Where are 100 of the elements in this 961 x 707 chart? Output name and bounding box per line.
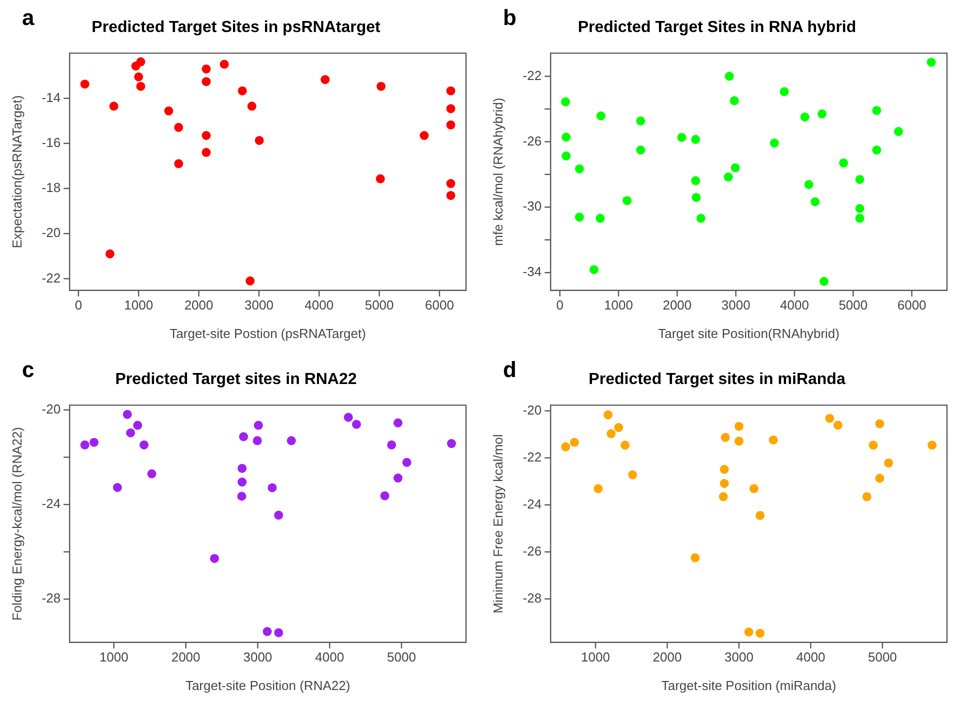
point	[734, 422, 744, 431]
point	[380, 491, 390, 500]
point	[574, 164, 584, 174]
text: c	[22, 357, 34, 382]
point	[376, 174, 385, 184]
point	[800, 112, 810, 122]
y-axis-title: Expectation(psRNATarget)	[9, 95, 24, 248]
point	[872, 106, 882, 115]
x-axis-title: Target-site Postion (psRNATarget)	[170, 326, 366, 341]
y-axis-title: Minimum Free Energy kcal/mol	[490, 434, 506, 614]
chart-title: Predicted Target sites in miRanda	[588, 371, 846, 388]
x-tick-label: 0	[556, 297, 564, 312]
point	[387, 440, 396, 450]
point	[894, 127, 903, 136]
point	[730, 163, 740, 172]
y-axis-title: mfe kcal/mol (RNAhybrid)	[490, 98, 506, 246]
point	[730, 96, 739, 106]
point	[691, 176, 700, 186]
point	[174, 122, 184, 132]
point	[622, 196, 632, 206]
x-tick-label: 3000	[721, 297, 750, 312]
x-tick-label: 5000	[868, 649, 897, 664]
point	[420, 131, 429, 140]
x-tick-label: 3000	[724, 649, 754, 664]
x-axis-title: Target-site Position (miRanda)	[661, 678, 836, 693]
chart-title: Predicted Target Sites in psRNAtarget	[92, 19, 381, 36]
point	[446, 86, 456, 96]
point	[136, 57, 146, 66]
point	[720, 478, 729, 488]
x-tick-label: 6000	[425, 297, 454, 312]
point	[80, 80, 90, 89]
point	[884, 458, 894, 468]
x-tick-label: 5000	[387, 649, 416, 664]
point	[262, 627, 272, 636]
point	[247, 102, 256, 111]
point	[594, 484, 603, 494]
point	[768, 435, 778, 444]
y-tick-label: -28	[522, 590, 542, 606]
point	[393, 474, 402, 483]
point	[636, 146, 646, 155]
point	[238, 464, 247, 473]
point	[90, 438, 99, 447]
point	[690, 553, 700, 562]
point	[286, 436, 296, 446]
point	[562, 151, 571, 160]
point	[780, 87, 789, 96]
y-tick-label: -34	[522, 264, 542, 280]
point	[140, 440, 149, 450]
point	[734, 436, 744, 446]
point	[237, 492, 246, 501]
point	[239, 432, 248, 442]
point	[875, 474, 884, 483]
x-tick-label: 1000	[581, 649, 610, 664]
point	[274, 628, 284, 638]
point	[825, 414, 834, 423]
point	[136, 82, 146, 91]
point	[202, 77, 211, 86]
point	[862, 492, 872, 502]
point	[109, 102, 118, 111]
point	[855, 174, 864, 184]
x-tick-label: 3000	[243, 649, 272, 664]
y-tick-label: -24	[42, 496, 61, 512]
x-tick-label: 2000	[171, 649, 200, 664]
point	[636, 116, 646, 126]
point	[926, 58, 936, 67]
point	[570, 438, 579, 447]
point	[252, 436, 262, 446]
y-tick-label: -14	[42, 90, 61, 105]
y-tick-label: -28	[42, 590, 61, 606]
point	[855, 204, 864, 213]
y-tick-label: -30	[522, 198, 542, 214]
point	[561, 442, 570, 452]
point	[112, 483, 122, 492]
point	[320, 75, 330, 84]
point	[696, 214, 706, 223]
point	[628, 470, 638, 480]
chart-title: Predicted Target sites in RNA22	[115, 371, 357, 388]
point	[220, 60, 229, 69]
point	[164, 106, 174, 116]
x-tick-label: 1000	[99, 649, 128, 664]
x-tick-label: 4000	[780, 297, 809, 312]
x-tick-label: 2000	[652, 649, 682, 664]
point	[574, 212, 584, 222]
y-tick-label: -26	[522, 543, 542, 558]
y-axis-title: Folding Energy-kcal/mol (RNA22)	[9, 426, 24, 621]
point	[596, 214, 605, 223]
point	[561, 97, 570, 106]
point	[446, 190, 456, 200]
point	[446, 179, 456, 188]
x-tick-label: 1000	[124, 297, 154, 312]
point	[344, 412, 353, 422]
point	[80, 440, 90, 450]
point	[839, 158, 848, 168]
point	[596, 111, 606, 120]
point	[446, 439, 456, 448]
point	[620, 440, 630, 450]
y-tick-label: -22	[522, 68, 542, 83]
point	[749, 484, 758, 494]
point	[376, 82, 386, 91]
x-tick-label: 5000	[838, 297, 868, 312]
